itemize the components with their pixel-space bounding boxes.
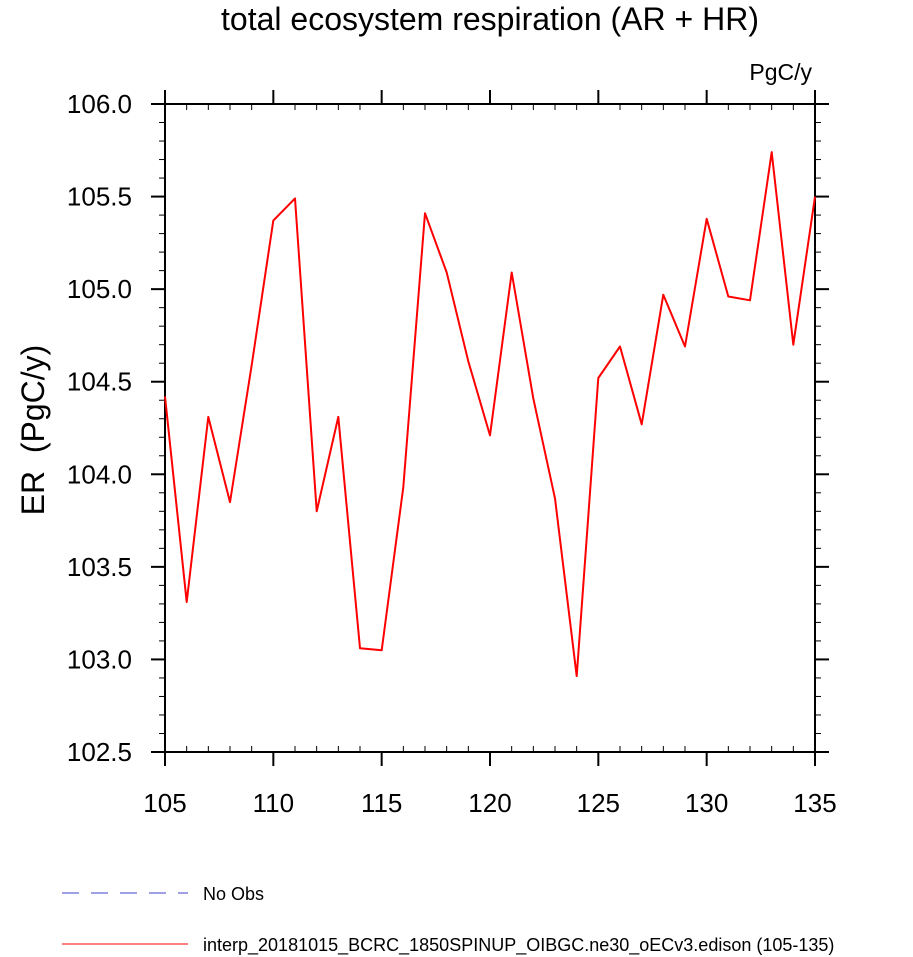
units-label: PgC/y	[749, 59, 812, 85]
y-tick-label: 103.5	[67, 552, 132, 582]
y-tick-labels: 102.5 103.0 103.5 104.0 104.5 105.0 105.5 106.0	[67, 89, 132, 767]
y-tick-label: 105.5	[67, 182, 132, 212]
axis-ticks	[151, 90, 829, 766]
x-tick-label: 115	[361, 788, 402, 818]
x-tick-label: 135	[793, 788, 836, 818]
x-tick-labels: 105 110 115 120 125 130 135	[143, 788, 836, 818]
y-tick-label: 102.5	[67, 737, 132, 767]
x-tick-label: 130	[685, 788, 728, 818]
x-tick-label: 110	[253, 788, 294, 818]
series-line	[164, 151, 816, 678]
y-tick-label: 106.0	[67, 89, 132, 119]
y-tick-label: 104.0	[67, 459, 132, 489]
y-tick-label: 103.0	[67, 644, 132, 674]
legend-label-no-obs: No Obs	[203, 884, 264, 904]
x-tick-label: 125	[577, 788, 620, 818]
chart-title: total ecosystem respiration (AR + HR)	[221, 1, 759, 37]
legend-label-model: interp_20181015_BCRC_1850SPINUP_OIBGC.ne…	[203, 935, 834, 956]
x-tick-label: 120	[468, 788, 511, 818]
y-axis-label: ER (PgC/y)	[15, 345, 51, 516]
y-tick-label: 104.5	[67, 367, 132, 397]
x-tick-label: 105	[143, 788, 186, 818]
legend: No Obs interp_20181015_BCRC_1850SPINUP_O…	[62, 884, 834, 956]
y-tick-label: 105.0	[67, 274, 132, 304]
series-group	[164, 151, 816, 678]
